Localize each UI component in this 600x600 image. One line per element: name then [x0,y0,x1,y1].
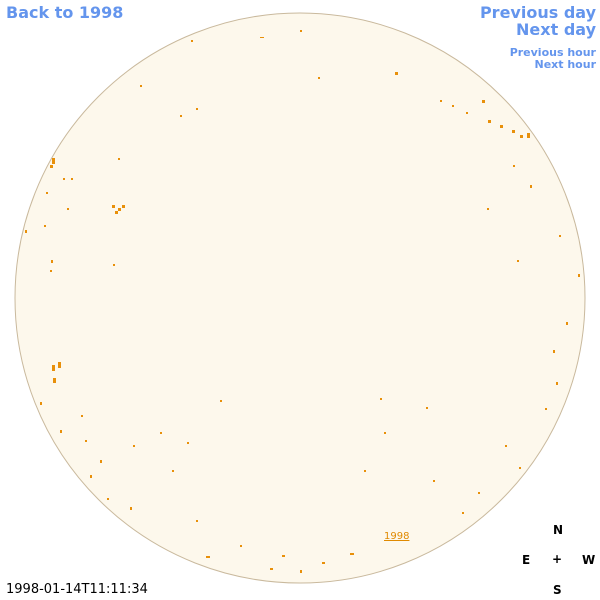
active-region [270,568,273,570]
active-region [384,432,386,434]
active-region [322,562,325,564]
active-region [300,30,302,32]
active-region [140,85,142,87]
active-region [60,430,62,433]
active-region [220,400,222,402]
active-region [440,100,442,102]
active-region [545,408,547,410]
active-region [505,445,507,447]
active-region [462,512,464,514]
active-region [527,133,530,138]
active-region [487,208,489,210]
solar-disk [14,12,586,584]
active-region [513,165,515,167]
active-region [500,125,503,128]
active-region [206,556,210,558]
active-region [172,470,174,472]
active-region [395,72,398,75]
active-region [318,77,320,79]
active-region [100,460,102,463]
next-day-link[interactable]: Next day [516,20,596,39]
compass-center: + [552,552,563,566]
compass-west: W [582,553,596,567]
active-region [512,130,515,133]
active-region [482,100,485,103]
active-region [118,158,120,160]
active-region [180,115,182,117]
active-region [130,507,132,510]
active-region [196,108,198,110]
active-region [44,225,46,227]
active-region [466,112,468,114]
active-region [63,178,65,180]
active-region [50,270,52,272]
active-region [81,415,83,417]
active-region [452,105,454,107]
active-region [553,350,555,353]
active-region [520,135,523,138]
active-region [52,158,55,164]
next-hour-link[interactable]: Next hour [534,58,597,71]
active-region [113,264,115,266]
active-region [433,480,435,482]
previous-day-link[interactable]: Previous day [479,3,596,22]
active-region [578,274,580,277]
active-region [530,185,532,188]
active-region [51,260,53,263]
active-region [53,378,56,383]
active-region [115,211,118,214]
compass-east: E [522,553,531,567]
active-regions [25,30,580,573]
active-region [240,545,242,547]
active-region [300,570,302,573]
back-link[interactable]: Back to 1998 [6,3,124,22]
active-region [519,467,521,469]
active-region [50,165,53,168]
active-region [488,120,491,123]
active-region [46,192,48,194]
active-region [478,492,480,494]
active-region [133,445,135,447]
previous-hour-link[interactable]: Previous hour [509,46,596,59]
active-region [282,555,285,557]
active-region [52,365,55,371]
active-region [556,382,558,385]
active-region [187,442,189,444]
active-region [380,398,382,400]
active-region [58,362,61,368]
active-region [40,402,42,405]
active-region [107,498,109,500]
active-region [122,205,125,208]
active-region [191,40,193,42]
active-region [566,322,568,325]
active-region [85,440,87,442]
compass-north: N [553,523,564,537]
active-region [350,553,354,555]
active-region [517,260,519,262]
active-region [67,208,69,210]
active-region [160,432,162,434]
active-region [559,235,561,237]
active-region [196,520,198,522]
region-link[interactable]: 1998 [384,531,410,542]
active-region [364,470,366,472]
active-region [25,230,27,233]
active-region [90,475,92,478]
active-region [426,407,428,409]
active-region [71,178,73,180]
active-region [260,37,264,38]
active-region [118,208,121,211]
timestamp: 1998-01-14T11:11:34 [6,582,148,597]
compass-south: S [553,583,562,597]
active-region [112,205,115,208]
